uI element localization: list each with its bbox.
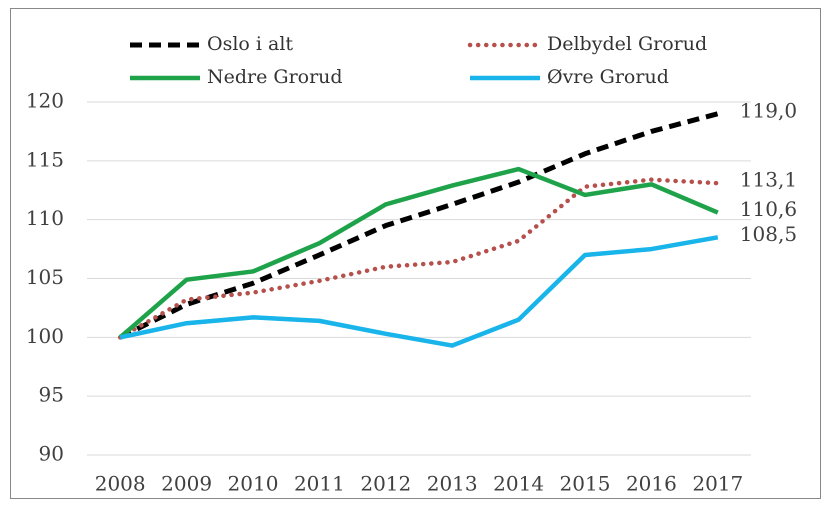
x-tick-label: 2013: [427, 472, 478, 496]
x-tick-label: 2014: [493, 472, 544, 496]
y-tick-label: 100: [26, 324, 64, 348]
x-tick-label: 2008: [95, 472, 146, 496]
y-tick-label: 95: [39, 383, 64, 407]
value-label: 108,5: [740, 222, 797, 246]
value-label: 110,6: [740, 197, 797, 221]
legend-label: Øvre Grorud: [547, 66, 669, 88]
value-label: 113,1: [740, 168, 797, 192]
series-line: [119, 111, 719, 340]
x-tick-label: 2010: [228, 472, 279, 496]
x-tick-label: 2017: [692, 472, 743, 496]
x-tick-label: 2012: [360, 472, 411, 496]
legend-label: Delbydel Grorud: [547, 33, 707, 55]
legend-label: Nedre Grorud: [207, 66, 343, 88]
value-label: 119,0: [740, 98, 797, 122]
series-line: [119, 235, 719, 348]
y-tick-label: 115: [26, 147, 64, 171]
x-tick-label: 2016: [626, 472, 677, 496]
y-tick-label: 105: [26, 265, 64, 289]
y-tick-label: 110: [26, 206, 64, 230]
series-line: [117, 177, 721, 340]
y-tick-label: 120: [26, 89, 64, 113]
x-tick-label: 2011: [294, 472, 345, 496]
x-tick-label: 2009: [161, 472, 212, 496]
legend-label: Oslo i alt: [207, 33, 293, 55]
series-line: [118, 166, 719, 340]
y-tick-label: 90: [39, 442, 64, 466]
x-tick-label: 2015: [560, 472, 611, 496]
chart-frame: [10, 8, 821, 499]
